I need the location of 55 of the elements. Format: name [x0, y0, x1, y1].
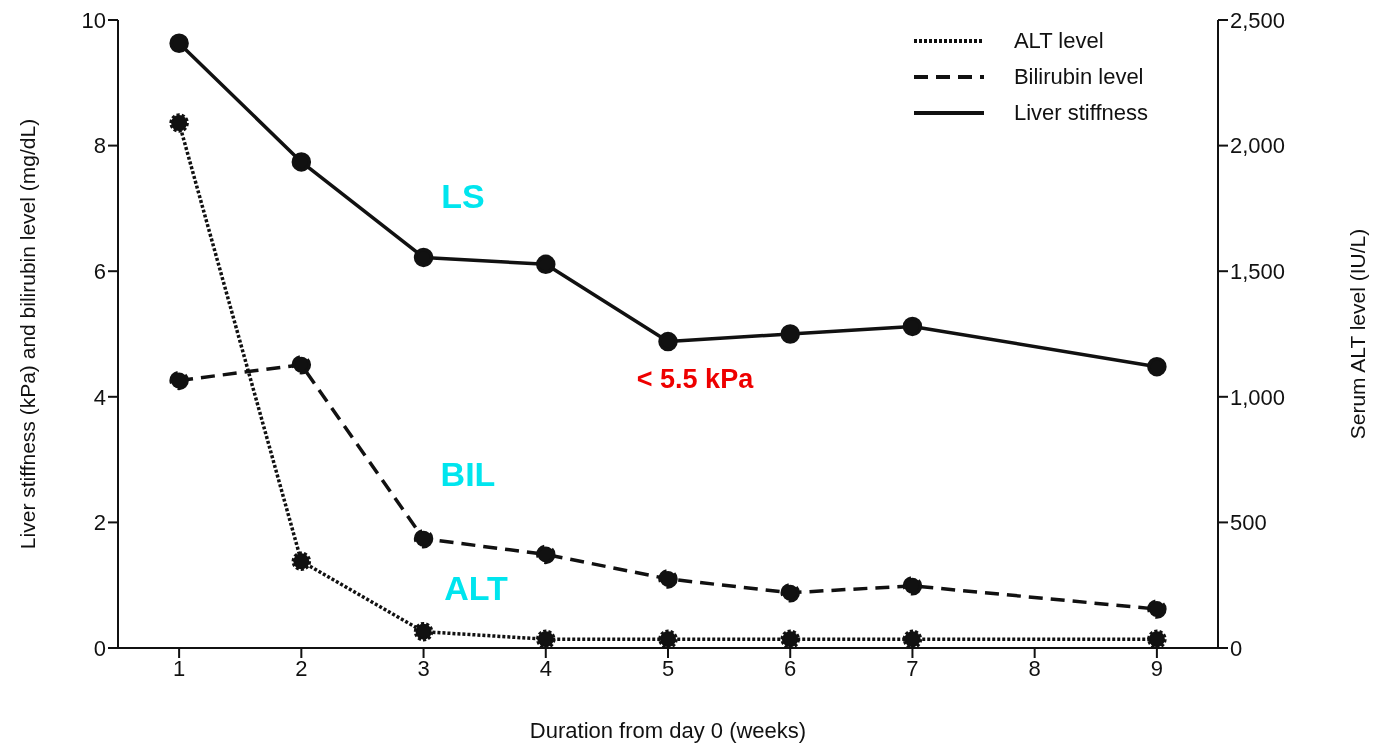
point: [902, 629, 923, 648]
point: [169, 370, 189, 391]
point: [413, 621, 434, 642]
point: [780, 324, 800, 344]
x-tick-label: 3: [417, 655, 430, 681]
annotation: LS: [441, 176, 485, 216]
x-tick-label: 1: [172, 655, 186, 681]
x-axis-title: Duration from day 0 (weeks): [529, 718, 807, 743]
y-tick-label: 8: [93, 133, 106, 159]
legend-label: ALT level: [1013, 28, 1104, 54]
x-tick-label: 9: [1150, 655, 1164, 681]
x-tick-label: 8: [1028, 655, 1041, 681]
y2-tick-label: 500: [1230, 510, 1267, 536]
point: [536, 629, 556, 648]
annotation: BIL: [440, 454, 496, 494]
y-tick-label: 2: [93, 510, 106, 536]
point: [291, 152, 312, 172]
y2-tick-label: 1,000: [1230, 384, 1286, 410]
point: [780, 582, 800, 603]
y-tick-label: 6: [93, 259, 106, 285]
y-tick-label: 10: [81, 7, 106, 33]
x-tick-label: 2: [295, 655, 308, 681]
point: [1147, 356, 1167, 377]
point: [780, 629, 800, 648]
y2-tick-label: 2,500: [1230, 7, 1286, 33]
legend-label: Bilirubin level: [1013, 64, 1144, 90]
point: [536, 254, 556, 275]
point: [658, 331, 678, 352]
x-tick-label: 6: [784, 655, 797, 681]
point: [413, 528, 434, 549]
point: [1147, 629, 1167, 648]
point: [536, 544, 556, 565]
y-tick-label: 0: [93, 635, 106, 661]
point: [169, 33, 189, 53]
x-tick-label: 4: [539, 655, 552, 681]
y2-tick-label: 2,000: [1230, 133, 1286, 159]
point: [1147, 599, 1167, 619]
annotation: ALT: [444, 568, 508, 608]
point: [902, 576, 923, 596]
point: [291, 355, 312, 375]
point: [291, 551, 312, 572]
point: [413, 247, 434, 268]
annotation: < 5.5 kPa: [636, 363, 754, 395]
y-axis-title: Liver stiffness (kPa) and bilirubin level (mg/dL): [16, 118, 40, 550]
point: [169, 113, 189, 133]
y2-tick-label: 1,500: [1230, 259, 1286, 285]
point: [658, 629, 678, 648]
y2-axis-title: Serum ALT level (IU/L): [1346, 228, 1370, 440]
x-tick-label: 7: [906, 655, 919, 681]
legend-label: Liver stiffness: [1013, 100, 1148, 126]
point: [902, 316, 923, 337]
point: [658, 569, 678, 589]
y-tick-label: 4: [93, 384, 106, 410]
y2-tick-label: 0: [1230, 635, 1243, 661]
x-tick-label: 5: [661, 655, 675, 681]
